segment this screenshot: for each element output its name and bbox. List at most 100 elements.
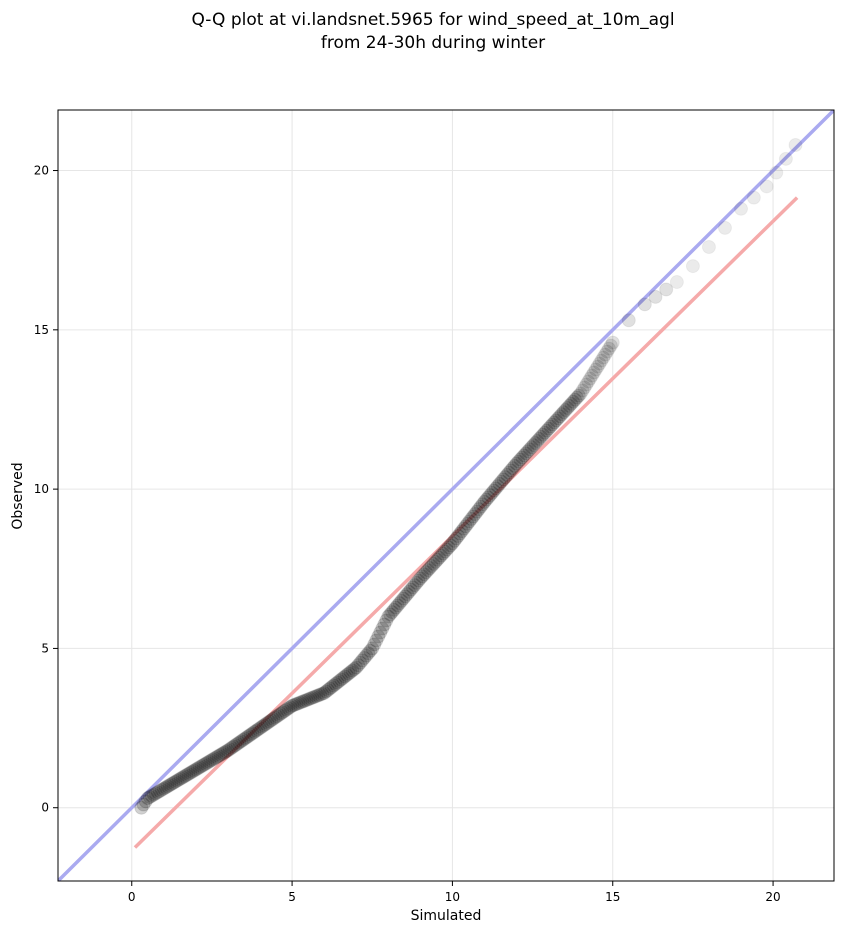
- y-tick-label: 5: [41, 641, 49, 655]
- qq-point: [179, 768, 194, 783]
- qq-point: [171, 772, 186, 787]
- qq-point: [385, 605, 400, 620]
- qq-point: [422, 561, 437, 576]
- title-line-1: Q-Q plot at vi.landsnet.5965 for wind_sp…: [191, 10, 674, 30]
- qq-point: [249, 723, 264, 738]
- qq-point: [415, 569, 430, 584]
- qq-point: [603, 338, 618, 353]
- qq-point: [234, 734, 249, 749]
- qq-point: [251, 722, 266, 737]
- qq-point: [452, 526, 467, 541]
- qq-point: [577, 380, 592, 395]
- qq-point: [164, 777, 179, 792]
- qq-point: [381, 609, 396, 624]
- qq-point: [522, 442, 537, 457]
- chart-title: Q-Q plot at vi.landsnet.5965 for wind_sp…: [191, 10, 674, 53]
- qq-point: [496, 472, 511, 487]
- data-points: [134, 138, 803, 815]
- qq-point: [579, 377, 594, 392]
- qq-point: [264, 713, 279, 728]
- qq-point: [328, 677, 343, 692]
- qq-point: [152, 783, 167, 798]
- qq-point: [659, 282, 674, 297]
- qq-point: [530, 433, 545, 448]
- qq-point: [188, 762, 203, 777]
- qq-point: [717, 220, 732, 235]
- qq-point: [332, 674, 347, 689]
- qq-point: [142, 789, 157, 804]
- qq-point: [192, 760, 207, 775]
- qq-point: [283, 700, 298, 715]
- qq-point: [407, 578, 422, 593]
- qq-point: [183, 765, 198, 780]
- qq-point: [168, 774, 183, 789]
- reference-lines: [58, 110, 834, 881]
- x-tick-label: 20: [765, 890, 780, 904]
- qq-point: [154, 782, 169, 797]
- qq-point: [403, 582, 418, 597]
- qq-point: [281, 701, 296, 716]
- qq-point: [301, 692, 316, 707]
- qq-point: [441, 540, 456, 555]
- qq-point: [566, 394, 581, 409]
- qq-point: [291, 696, 306, 711]
- qq-point: [517, 448, 532, 463]
- qq-point: [279, 702, 294, 717]
- y-axis-label: Observed: [10, 462, 26, 529]
- qq-point: [247, 725, 262, 740]
- qq-point: [258, 717, 273, 732]
- qq-point: [588, 362, 603, 377]
- qq-point: [211, 748, 226, 763]
- qq-point: [551, 411, 566, 426]
- qq-point: [405, 580, 420, 595]
- qq-point: [586, 365, 601, 380]
- qq-point: [583, 371, 598, 386]
- qq-point: [160, 779, 175, 794]
- qq-point: [150, 785, 165, 800]
- qq-point: [511, 454, 526, 469]
- qq-point: [237, 731, 252, 746]
- qq-point: [202, 754, 217, 769]
- qq-point: [581, 374, 596, 389]
- qq-point: [454, 524, 469, 539]
- x-tick-label: 5: [288, 890, 296, 904]
- qq-point: [392, 596, 407, 611]
- qq-point: [411, 573, 426, 588]
- qq-point: [311, 688, 326, 703]
- qq-point: [600, 344, 615, 359]
- qq-point: [543, 419, 558, 434]
- qq-point: [486, 483, 501, 498]
- qq-point: [594, 353, 609, 368]
- qq-point: [367, 637, 382, 652]
- qq-point: [175, 770, 190, 785]
- qq-point: [260, 715, 275, 730]
- qq-point: [173, 771, 188, 786]
- qq-point: [220, 743, 235, 758]
- qq-point: [424, 558, 439, 573]
- qq-point: [507, 458, 522, 473]
- qq-point: [336, 671, 351, 686]
- title-line-2: from 24-30h during winter: [321, 33, 545, 53]
- qq-point: [305, 690, 320, 705]
- qq-point: [573, 386, 588, 401]
- qq-point: [500, 467, 515, 482]
- qq-point: [584, 368, 599, 383]
- qq-point: [341, 666, 356, 681]
- qq-point: [394, 593, 409, 608]
- qq-point: [339, 668, 354, 683]
- qq-point: [194, 759, 209, 774]
- qq-point: [373, 625, 388, 640]
- qq-point: [596, 350, 611, 365]
- qq-point: [409, 575, 424, 590]
- qq-point: [353, 655, 368, 670]
- qq-point: [320, 683, 335, 698]
- qq-point: [357, 650, 372, 665]
- qq-point: [562, 398, 577, 413]
- qq-point: [426, 556, 441, 571]
- qq-point: [273, 706, 288, 721]
- qq-point: [196, 757, 211, 772]
- qq-point: [598, 347, 613, 362]
- qq-point: [469, 504, 484, 519]
- qq-point: [170, 773, 185, 788]
- qq-point: [293, 695, 308, 710]
